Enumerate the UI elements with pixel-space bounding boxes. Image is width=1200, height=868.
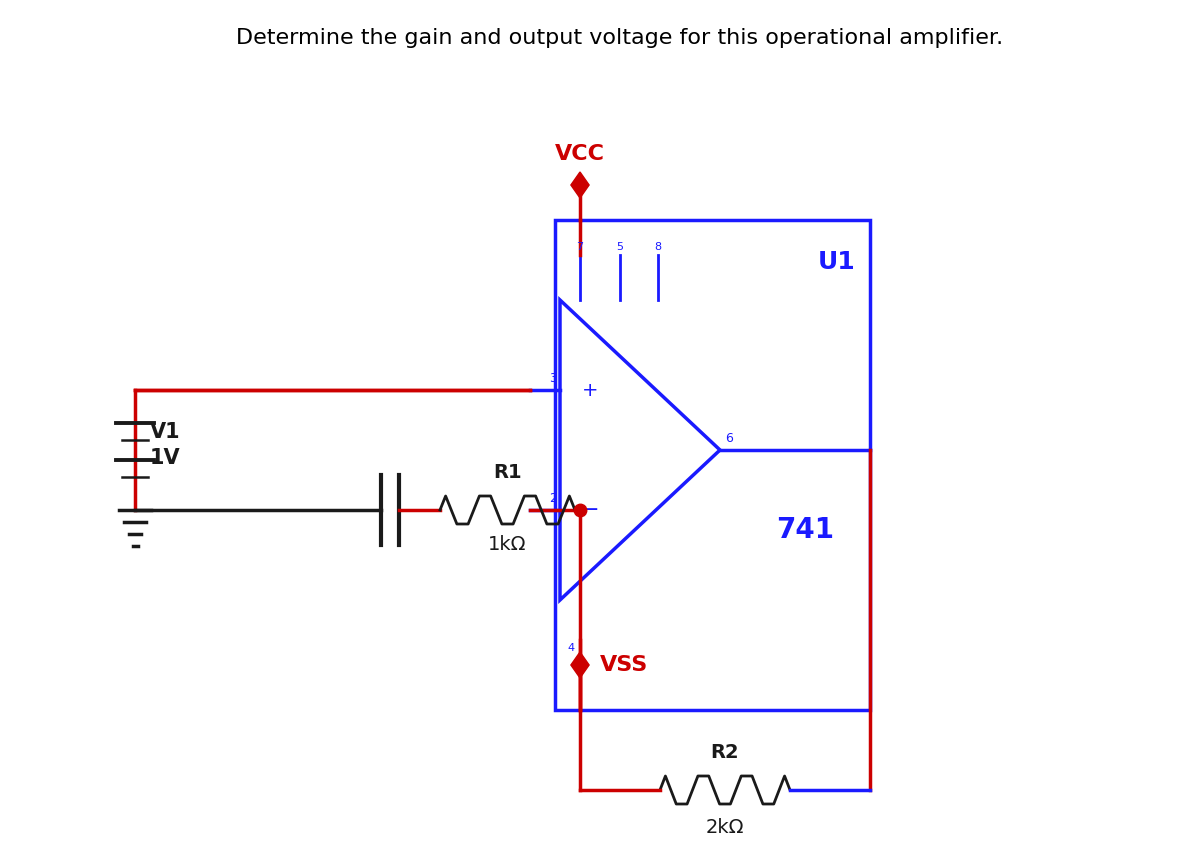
- Text: R2: R2: [710, 743, 739, 762]
- Text: −: −: [582, 500, 600, 520]
- Text: V1: V1: [150, 422, 181, 442]
- Text: 5: 5: [617, 242, 624, 252]
- Text: 2: 2: [550, 492, 557, 505]
- Polygon shape: [571, 172, 589, 198]
- Text: 7: 7: [576, 242, 583, 252]
- Text: 741: 741: [776, 516, 834, 544]
- Text: U1: U1: [817, 250, 854, 274]
- Text: 1kΩ: 1kΩ: [488, 535, 527, 554]
- Text: 6: 6: [725, 432, 733, 445]
- Text: 2kΩ: 2kΩ: [706, 818, 744, 837]
- Text: Determine the gain and output voltage for this operational amplifier.: Determine the gain and output voltage fo…: [236, 28, 1003, 48]
- Text: R1: R1: [493, 463, 522, 482]
- Text: +: +: [582, 380, 599, 399]
- Text: VCC: VCC: [554, 144, 605, 164]
- Text: 1V: 1V: [150, 448, 181, 468]
- Text: 8: 8: [654, 242, 661, 252]
- Text: VSS: VSS: [600, 655, 648, 675]
- Text: 3: 3: [550, 372, 557, 385]
- Polygon shape: [571, 652, 589, 678]
- Bar: [554, 220, 870, 710]
- Text: 4: 4: [568, 643, 575, 653]
